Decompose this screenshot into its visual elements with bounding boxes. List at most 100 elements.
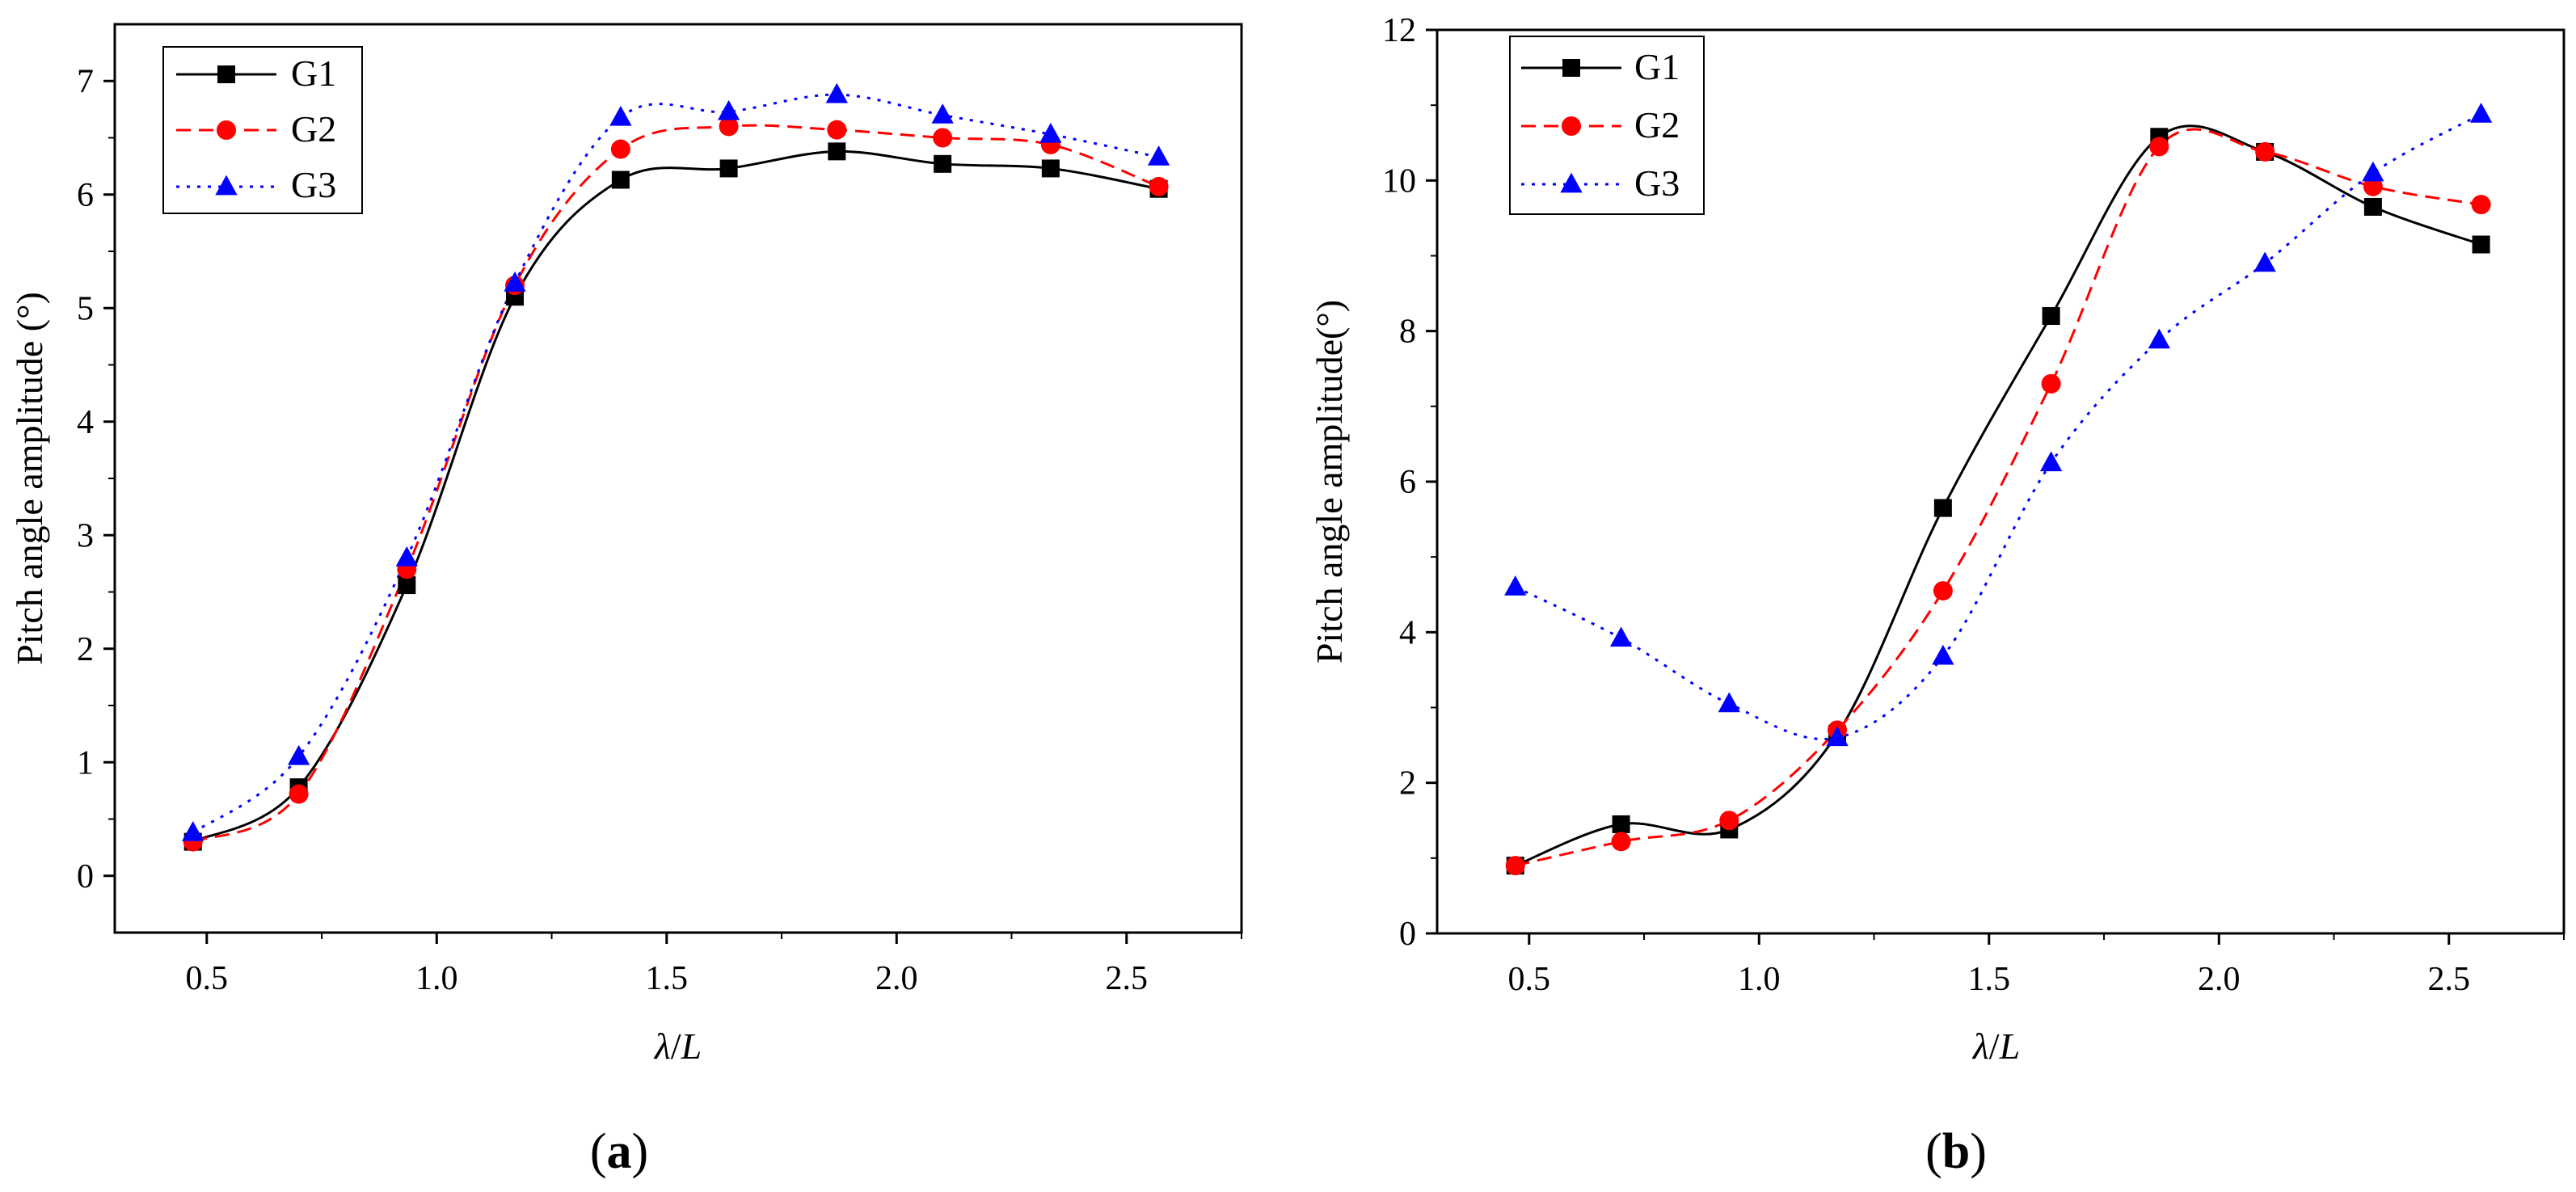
x-tick-label-a: 1.0 [415,960,458,997]
y-tick-label-b: 2 [1399,765,1416,802]
series-line-g3-b [1515,113,2482,741]
data-point-g2-a [289,784,309,804]
data-point-g2-a [719,116,739,137]
data-point-g1-a [934,154,952,173]
x-tick-label-b: 2.0 [2198,961,2241,998]
data-point-g2-b [2255,141,2275,162]
y-tick-label-a: 2 [77,631,94,668]
data-point-g3-b [1718,692,1740,713]
data-point-g3-a [395,546,418,567]
data-point-g2-a [827,120,847,140]
data-point-g2-b [1933,581,1953,601]
data-point-g3-a [182,821,204,841]
chart-b: 0 2 4 6 8 10 12 0.5 1.0 1.5 2.0 2.5 Pitch angle amp… [1309,12,2565,1179]
axes-b: 0 2 4 6 8 10 12 0.5 1.0 1.5 2.0 2.5 [1382,12,2565,998]
y-tick-label-b: 4 [1399,614,1416,651]
data-point-g3-a [287,744,310,765]
data-point-g2-b [1719,811,1739,831]
y-tick-label-a: 0 [77,858,94,895]
y-tick-label-b: 10 [1382,162,1416,200]
data-point-g3-a [717,99,740,120]
legend-label-g1-a: G1 [291,53,336,94]
data-point-g3-b [2362,161,2384,182]
series-group-b [1504,103,2493,876]
y-tick-label-a: 5 [77,290,94,327]
data-point-g1-a [398,576,416,595]
x-tick-label-b: 2.5 [2428,961,2471,998]
y-tick-label-b: 12 [1382,12,1416,49]
data-point-g1-b [1933,499,1952,517]
data-point-g1-a [828,142,846,161]
data-point-g3-b [2253,251,2276,272]
legend-label-g2-a: G2 [291,108,336,150]
x-tick-label-b: 1.0 [1738,961,1781,998]
x-tick-label-b: 0.5 [1508,961,1551,998]
data-point-g1-a [611,171,630,189]
panel-label-a: (a) [590,1124,648,1179]
data-point-g2-b [2149,137,2169,157]
y-tick-label-a: 4 [77,404,94,441]
y-tick-label-a: 3 [77,517,94,554]
data-point-g2-a [610,139,630,159]
series-group-a [182,82,1170,852]
y-tick-label-b: 0 [1399,916,1416,953]
y-axis-title-b: Pitch angle amplitude(°) [1309,300,1350,663]
legend-label-g2-b: G2 [1634,104,1680,145]
axes-a: 0 1 2 3 4 5 6 7 0.5 1.0 1.5 2.0 2.5 [77,63,1242,997]
data-point-g2-a [933,128,953,148]
data-point-g3-b [1932,644,1954,665]
series-line-g1-a [192,150,1159,843]
y-tick-label-a: 7 [77,63,94,100]
data-point-g1-b [2363,197,2382,216]
data-point-g3-a [609,105,632,126]
data-point-g1-a [719,159,738,178]
x-tick-label-a: 2.0 [875,960,918,997]
chart-a: 0 1 2 3 4 5 6 7 0.5 1.0 1.5 2.0 2.5 Pitch angle ampl… [9,23,1243,1179]
data-point-g1-b [1612,815,1630,833]
data-point-g2-b [1611,832,1631,852]
x-tick-label-a: 0.5 [186,960,229,997]
y-tick-label-b: 8 [1399,314,1416,351]
panel-label-b: (b) [1925,1124,1987,1179]
data-point-g2-b [2363,176,2383,196]
series-line-g1-b [1515,124,2482,867]
y-axis-title-a: Pitch angle amplitude (°) [9,292,50,665]
data-point-g3-a [504,272,526,292]
data-point-g3-b [2148,328,2170,349]
series-line-g2-a [192,124,1160,843]
legend-label-g3-a: G3 [291,164,336,205]
legend-b: G1 G2 G3 [1509,36,1705,215]
legend-marker-g3-a [215,175,238,196]
data-point-g3-a [931,103,954,124]
data-point-g1-a [1041,159,1060,178]
legend-marker-g2-b [1562,116,1581,136]
data-point-g2-a [1149,176,1169,196]
data-point-g3-a [825,82,848,103]
legend-label-g3-b: G3 [1634,162,1680,204]
data-point-g3-b [1609,626,1633,647]
y-tick-label-a: 6 [77,177,94,214]
y-tick-label-a: 1 [77,744,94,781]
data-point-g3-a [1039,122,1062,143]
legend-marker-g1-a [217,65,235,83]
y-tick-label-b: 6 [1399,464,1416,501]
x-axis-title-a: λ/L [653,1026,702,1067]
data-point-g2-b [2041,373,2061,394]
legend-a: G1 G2 G3 [162,46,363,214]
data-point-g2-b [1505,856,1525,876]
legend-marker-g3-b [1560,172,1583,193]
data-point-g3-b [1504,575,1527,596]
legend-marker-g1-b [1562,59,1580,77]
data-point-g3-b [2039,451,2063,472]
x-tick-label-a: 1.5 [646,960,689,997]
data-point-g3-b [1826,726,1849,747]
x-tick-label-a: 2.5 [1106,960,1149,997]
data-point-g2-b [2471,195,2491,215]
data-point-g3-a [1147,145,1170,166]
legend-label-g1-b: G1 [1634,46,1680,87]
legend-marker-g2-a [217,120,236,140]
data-point-g1-b [2042,307,2060,326]
data-point-g1-b [2472,235,2490,254]
data-point-g3-b [2469,103,2493,123]
series-line-g2-b [1515,128,2481,867]
